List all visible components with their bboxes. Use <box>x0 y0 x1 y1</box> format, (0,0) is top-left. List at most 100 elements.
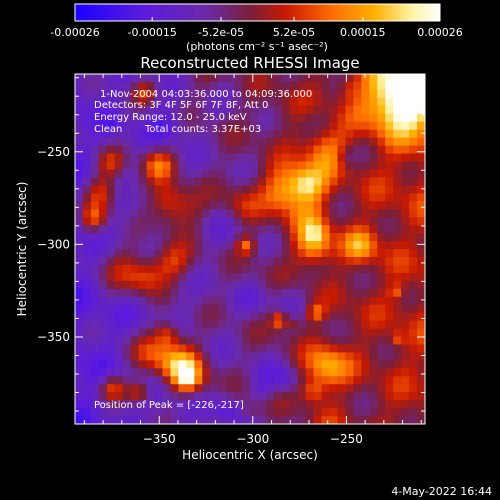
heatmap-cell <box>321 121 330 131</box>
heatmap-cell <box>329 169 338 178</box>
heatmap-cell <box>186 256 195 266</box>
heatmap-cell <box>114 113 124 123</box>
heatmap-cell <box>361 185 370 194</box>
heatmap-cell <box>297 74 307 83</box>
heatmap-cell <box>75 376 84 385</box>
heatmap-cell <box>385 105 394 115</box>
heatmap-cell <box>75 89 84 99</box>
heatmap-cell <box>75 296 84 306</box>
heatmap-cell <box>162 328 171 337</box>
heatmap-cell <box>417 304 425 314</box>
heatmap-cell <box>353 416 362 424</box>
heatmap-cell <box>377 209 386 218</box>
heatmap-cell <box>345 256 354 266</box>
heatmap-cell <box>265 249 275 258</box>
heatmap-cell <box>321 272 330 282</box>
heatmap-cell <box>289 272 299 282</box>
heatmap-cell <box>409 89 418 99</box>
heatmap-cell <box>226 161 235 170</box>
heatmap-cell <box>82 201 92 210</box>
heatmap-cell <box>186 185 195 194</box>
heatmap-cell <box>194 368 203 377</box>
heatmap-cell <box>329 280 338 290</box>
heatmap-cell <box>146 376 155 385</box>
heatmap-cell <box>210 153 219 162</box>
heatmap-cell <box>401 145 410 154</box>
heatmap-cell <box>138 344 147 353</box>
heatmap-cell <box>281 352 291 361</box>
heatmap-cell <box>90 105 100 115</box>
heatmap-cell <box>297 217 307 226</box>
heatmap-cell <box>329 320 338 329</box>
heatmap-cell <box>226 336 235 345</box>
heatmap-cell <box>75 145 84 154</box>
heatmap-cell <box>313 177 322 186</box>
heatmap-cell <box>210 233 219 242</box>
heatmap-cell <box>154 392 163 401</box>
heatmap-cell <box>417 400 425 409</box>
heatmap-cell <box>82 400 92 409</box>
heatmap-cell <box>305 376 315 385</box>
heatmap-cell <box>369 129 378 139</box>
heatmap-cell <box>114 201 124 210</box>
heatmap-cell <box>98 201 108 210</box>
heatmap-cell <box>130 121 140 131</box>
heatmap-cell <box>273 376 283 385</box>
heatmap-cell <box>90 89 100 99</box>
heatmap-cell <box>313 209 322 218</box>
heatmap-cell <box>178 113 187 123</box>
heatmap-cell <box>257 352 267 361</box>
heatmap-cell <box>313 376 322 385</box>
heatmap-cell <box>162 392 171 401</box>
heatmap-cell <box>361 97 370 107</box>
heatmap-cell <box>90 360 100 369</box>
heatmap-cell <box>98 336 108 345</box>
heatmap-cell <box>242 296 251 306</box>
heatmap-cell <box>361 105 370 115</box>
heatmap-cell <box>186 81 195 91</box>
heatmap-cell <box>162 209 171 218</box>
heatmap-cell <box>98 145 108 154</box>
heatmap-cell <box>257 233 267 242</box>
heatmap-cell <box>98 384 108 393</box>
heatmap-cell <box>321 249 330 258</box>
heatmap-cell <box>218 105 227 115</box>
heatmap-cell <box>401 296 410 306</box>
heatmap-cell <box>194 233 203 242</box>
heatmap-cell <box>242 408 251 417</box>
heatmap-cell <box>234 225 243 234</box>
heatmap-cell <box>186 169 195 178</box>
heatmap-cell <box>417 264 425 274</box>
heatmap-cell <box>218 368 227 377</box>
heatmap-cell <box>393 416 402 424</box>
heatmap-cell <box>146 97 155 107</box>
heatmap-cell <box>297 121 307 131</box>
heatmap-cell <box>106 145 116 154</box>
heatmap-cell <box>273 193 283 202</box>
heatmap-cell <box>138 145 147 154</box>
heatmap-cell <box>273 153 283 162</box>
heatmap-cell <box>170 97 179 107</box>
heatmap-cell <box>146 256 155 266</box>
heatmap-cell <box>385 113 394 123</box>
heatmap-cell <box>265 209 275 218</box>
heatmap-cell <box>146 249 155 258</box>
heatmap-cell <box>329 113 338 123</box>
heatmap-cell <box>138 352 147 361</box>
heatmap-cell <box>122 121 132 131</box>
heatmap-cell <box>234 392 243 401</box>
heatmap-cell <box>202 320 211 329</box>
heatmap-cell <box>170 177 179 186</box>
heatmap-cell <box>178 137 187 146</box>
heatmap-cell <box>385 225 394 234</box>
heatmap-cell <box>345 392 354 401</box>
heatmap-cell <box>178 233 187 242</box>
heatmap-cell <box>313 105 322 115</box>
heatmap-cell <box>313 312 322 321</box>
heatmap-cell <box>385 81 394 91</box>
heatmap-cell <box>82 360 92 369</box>
heatmap-cell <box>417 360 425 369</box>
heatmap-cell <box>377 241 386 250</box>
heatmap-cell <box>226 81 235 91</box>
heatmap-cell <box>250 296 259 306</box>
